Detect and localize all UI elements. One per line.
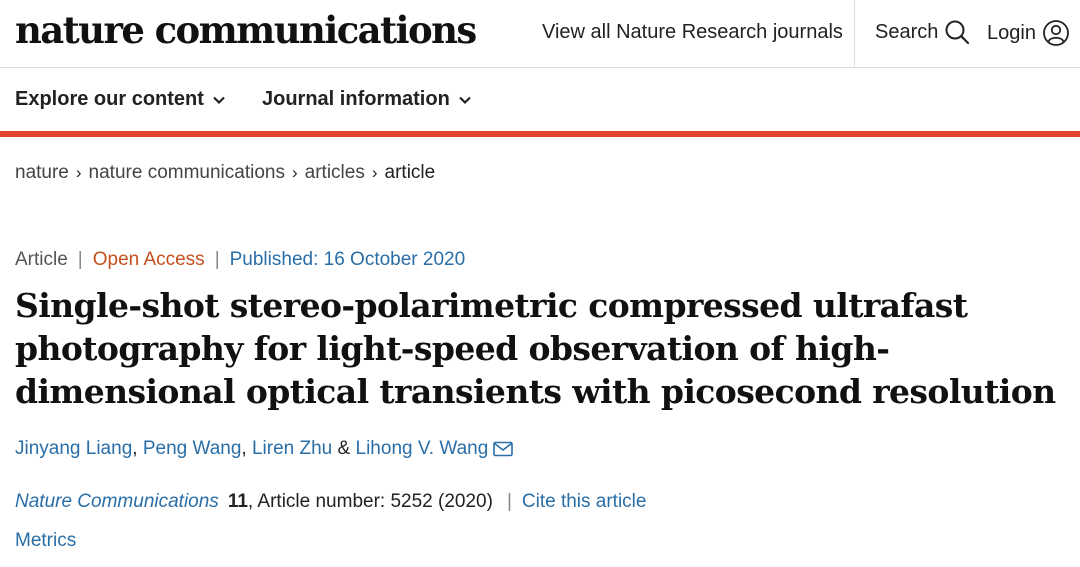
site-header: nature communications View all Nature Re… — [0, 0, 1080, 68]
breadcrumb-nature-communications[interactable]: nature communications — [88, 162, 285, 183]
published-date: Published: 16 October 2020 — [229, 249, 466, 270]
meta-divider: | — [214, 249, 220, 270]
main-nav: Explore our content Journal information — [0, 68, 1080, 132]
author-link[interactable]: Jinyang Liang — [15, 438, 133, 459]
citation-article-number: , Article number: 5252 (2020) — [247, 491, 493, 512]
user-icon — [1043, 20, 1069, 46]
search-label: Search — [875, 20, 939, 43]
chevron-right-icon: › — [291, 163, 298, 182]
citation-divider: | — [506, 491, 512, 512]
header-divider — [854, 0, 855, 68]
breadcrumb-articles[interactable]: articles — [304, 162, 365, 183]
meta-divider: | — [77, 249, 83, 270]
breadcrumb-article: article — [384, 162, 436, 183]
article-type: Article — [15, 249, 68, 270]
author-link[interactable]: Liren Zhu — [251, 438, 333, 459]
login-button[interactable]: Login — [987, 19, 1070, 47]
envelope-icon[interactable] — [493, 441, 514, 457]
author-separator: & — [337, 438, 351, 459]
search-button[interactable]: Search — [875, 19, 970, 45]
article-title: Single-shot stereo-polarimetric compress… — [15, 286, 1056, 411]
explore-content-label: Explore our content — [15, 88, 204, 110]
search-icon — [945, 20, 970, 45]
citation-line: Nature Communications 11 , Article numbe… — [15, 491, 646, 513]
citation-volume: 11 — [227, 491, 248, 512]
metrics-link[interactable]: Metrics — [15, 530, 77, 551]
accent-bar — [0, 131, 1080, 137]
citation-journal-link[interactable]: Nature Communications — [15, 491, 219, 512]
article-meta: Article | Open Access | Published: 16 Oc… — [15, 249, 465, 271]
journal-logo[interactable]: nature communications — [15, 8, 477, 52]
author-separator: , — [241, 438, 247, 459]
breadcrumb-nature[interactable]: nature — [15, 162, 69, 183]
journal-information-menu[interactable]: Journal information — [262, 88, 472, 111]
chevron-right-icon: › — [371, 163, 378, 182]
author-link[interactable]: Lihong V. Wang — [355, 438, 489, 459]
author-list: Jinyang Liang , Peng Wang , Liren Zhu & … — [15, 438, 514, 460]
cite-this-article-link[interactable]: Cite this article — [521, 491, 647, 512]
chevron-right-icon: › — [75, 163, 82, 182]
journal-information-label: Journal information — [262, 88, 450, 110]
breadcrumb: nature › nature communications › article… — [15, 162, 435, 184]
view-all-journals-link[interactable]: View all Nature Research journals — [542, 21, 843, 43]
chevron-down-icon — [459, 96, 471, 104]
explore-content-menu[interactable]: Explore our content — [15, 88, 226, 111]
author-separator: , — [132, 438, 138, 459]
author-link[interactable]: Peng Wang — [142, 438, 242, 459]
chevron-down-icon — [213, 96, 225, 104]
open-access-badge: Open Access — [92, 249, 205, 270]
login-label: Login — [987, 21, 1036, 44]
